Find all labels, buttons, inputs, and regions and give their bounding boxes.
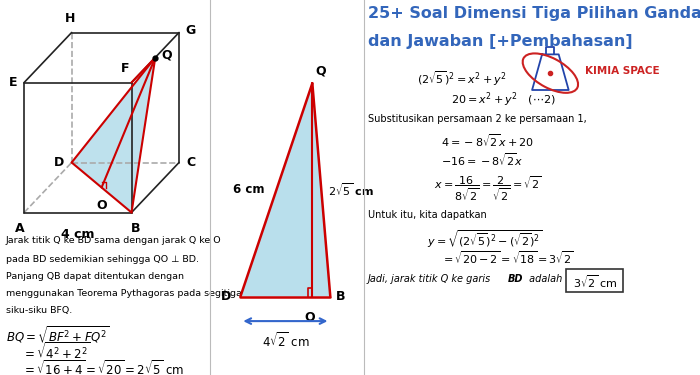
Text: A: A [15, 222, 24, 236]
Text: Panjang QB dapat ditentukan dengan: Panjang QB dapat ditentukan dengan [6, 272, 183, 281]
Text: dan Jawaban [+Pembahasan]: dan Jawaban [+Pembahasan] [368, 34, 632, 49]
Polygon shape [71, 57, 155, 213]
Polygon shape [241, 83, 330, 297]
Text: $y = \sqrt{(2\sqrt{5})^2 - (\sqrt{2})^2}$: $y = \sqrt{(2\sqrt{5})^2 - (\sqrt{2})^2}… [427, 228, 543, 250]
Text: Substitusikan persamaan 2 ke persamaan 1,: Substitusikan persamaan 2 ke persamaan 1… [368, 114, 587, 125]
Text: BD: BD [508, 274, 524, 285]
Text: Untuk itu, kita dapatkan: Untuk itu, kita dapatkan [368, 210, 486, 220]
Text: menggunakan Teorema Pythagoras pada segitiga: menggunakan Teorema Pythagoras pada segi… [6, 289, 241, 298]
Text: Q: Q [316, 64, 326, 77]
Text: siku-siku BFQ.: siku-siku BFQ. [6, 306, 72, 315]
Text: adalah: adalah [526, 274, 566, 285]
Text: O: O [97, 199, 107, 212]
Text: Jarak titik Q ke BD sama dengan jarak Q ke O: Jarak titik Q ke BD sama dengan jarak Q … [6, 236, 221, 245]
Text: KIMIA SPACE: KIMIA SPACE [585, 66, 660, 76]
Text: Q: Q [162, 48, 172, 62]
Text: C: C [186, 156, 195, 169]
Text: $-16 = -8\sqrt{2}x$: $-16 = -8\sqrt{2}x$ [441, 151, 523, 168]
Text: 6 cm: 6 cm [232, 183, 264, 196]
Text: O: O [304, 311, 316, 324]
Text: B: B [336, 290, 345, 303]
Text: $4 = -8\sqrt{2}x + 20$: $4 = -8\sqrt{2}x + 20$ [441, 132, 533, 149]
Text: $2\sqrt{5}$ cm: $2\sqrt{5}$ cm [328, 182, 374, 198]
Text: D: D [221, 290, 232, 303]
Text: 25+ Soal Dimensi Tiga Pilihan Ganda: 25+ Soal Dimensi Tiga Pilihan Ganda [368, 6, 700, 21]
Text: $4\sqrt{2}\ \mathrm{cm}$: $4\sqrt{2}\ \mathrm{cm}$ [262, 332, 309, 350]
Text: $= \sqrt{16+4} = \sqrt{20} = 2\sqrt{5}\ \mathrm{cm}$: $= \sqrt{16+4} = \sqrt{20} = 2\sqrt{5}\ … [22, 359, 184, 375]
Text: $x = \dfrac{16}{8\sqrt{2}} = \dfrac{2}{\sqrt{2}} = \sqrt{2}$: $x = \dfrac{16}{8\sqrt{2}} = \dfrac{2}{\… [434, 175, 542, 203]
Text: 4 cm: 4 cm [61, 228, 94, 240]
Text: $= \sqrt{20-2} = \sqrt{18} = 3\sqrt{2}$: $= \sqrt{20-2} = \sqrt{18} = 3\sqrt{2}$ [441, 249, 573, 266]
Text: B: B [131, 222, 141, 236]
Text: E: E [8, 76, 17, 89]
Text: pada BD sedemikian sehingga QO ⊥ BD.: pada BD sedemikian sehingga QO ⊥ BD. [6, 255, 199, 264]
Text: G: G [186, 24, 195, 36]
Text: D: D [54, 156, 64, 169]
Text: $20 = x^2 + y^2 \quad (\cdots 2)$: $20 = x^2 + y^2 \quad (\cdots 2)$ [451, 90, 556, 109]
Text: H: H [64, 12, 75, 25]
Text: F: F [121, 62, 130, 75]
Text: $3\sqrt{2}\ \mathrm{cm}$: $3\sqrt{2}\ \mathrm{cm}$ [573, 274, 617, 291]
Text: $BQ = \sqrt{BF^2 + FQ^2}$: $BQ = \sqrt{BF^2 + FQ^2}$ [6, 324, 109, 345]
Text: Jadi, jarak titik Q ke garis: Jadi, jarak titik Q ke garis [368, 274, 494, 285]
Text: $= \sqrt{4^2 + 2^2}$: $= \sqrt{4^2 + 2^2}$ [22, 342, 90, 363]
Text: $(2\sqrt{5})^2 = x^2 + y^2$: $(2\sqrt{5})^2 = x^2 + y^2$ [417, 69, 508, 88]
